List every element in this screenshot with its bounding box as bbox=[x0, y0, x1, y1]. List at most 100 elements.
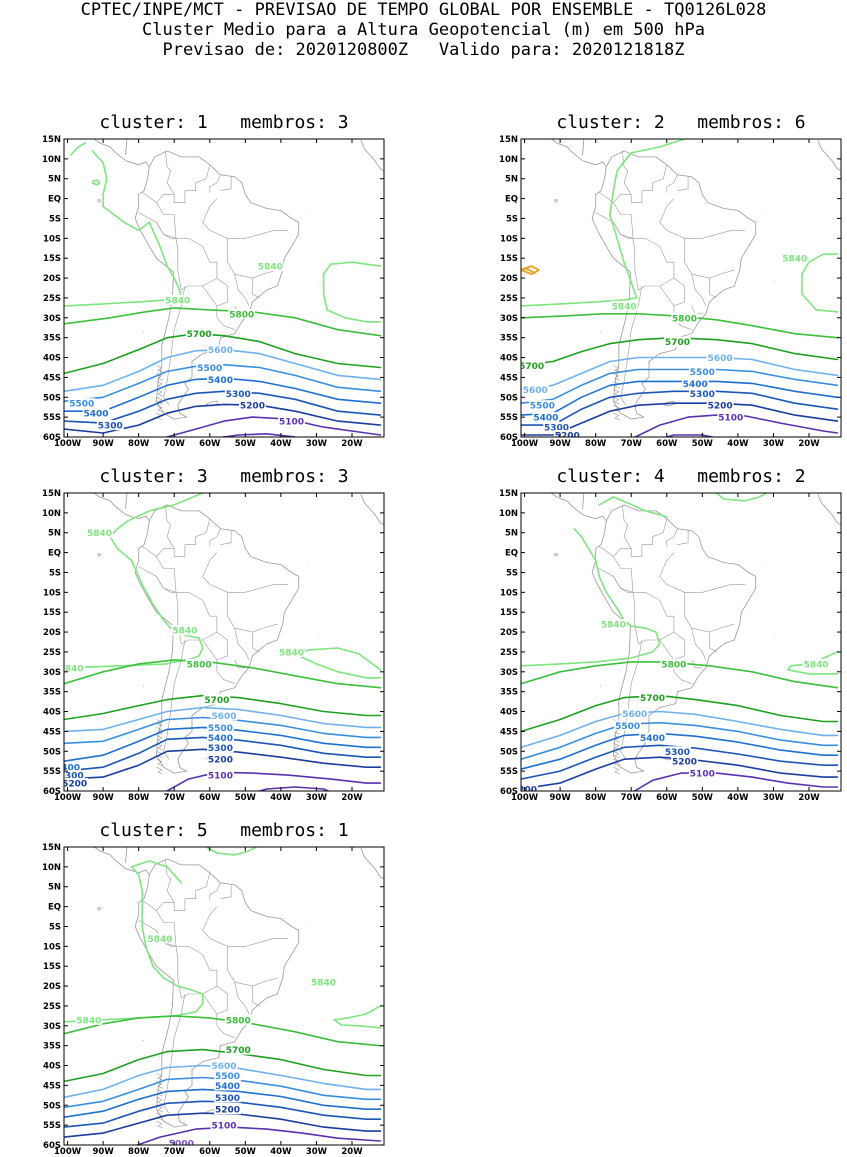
contour-label: 5200 bbox=[708, 402, 733, 412]
contour-label: 5300 bbox=[208, 744, 233, 754]
country-border bbox=[677, 530, 689, 545]
contour-line bbox=[294, 647, 382, 679]
country-border bbox=[666, 584, 745, 593]
plot-frame bbox=[520, 492, 842, 792]
contour-line bbox=[633, 772, 839, 791]
contour-line bbox=[91, 150, 151, 232]
central-america-coastline bbox=[64, 847, 150, 876]
contour-label: 5840 bbox=[601, 621, 626, 631]
lat-tick-label: EQ bbox=[48, 903, 61, 913]
contour-label: 5100 bbox=[718, 414, 743, 424]
contour-label: 5300 bbox=[690, 390, 715, 400]
country-border bbox=[599, 192, 614, 203]
contour-label-bg bbox=[64, 770, 85, 781]
contour-label-bg bbox=[239, 400, 266, 411]
contour-label: 5800 bbox=[187, 660, 212, 670]
africa-coastline bbox=[360, 494, 384, 526]
contour-label: 5400 bbox=[533, 414, 558, 424]
country-border bbox=[684, 592, 735, 633]
lat-tick-label: 40S bbox=[43, 708, 61, 718]
contour-label: 5600 bbox=[211, 712, 236, 722]
panel-title: cluster: 2 membros: 6 bbox=[556, 112, 806, 133]
contour-label: 5400 bbox=[215, 1082, 240, 1092]
fjord-coast bbox=[156, 404, 163, 413]
lon-tick-label: 90W bbox=[550, 793, 572, 803]
contour-label: 5200 bbox=[512, 786, 537, 796]
lat-tick-label: 30S bbox=[500, 314, 518, 324]
contour-label: 5500 bbox=[615, 722, 640, 732]
central-america-coastline bbox=[64, 139, 150, 168]
contour-label-bg bbox=[521, 784, 538, 791]
lat-tick-label: 5S bbox=[506, 568, 518, 578]
country-border bbox=[599, 546, 614, 557]
fjord-coast bbox=[613, 766, 620, 775]
map-layers: 5840584058005700560055005400530052005100… bbox=[512, 493, 841, 796]
contour-label-bg bbox=[196, 362, 224, 373]
contour-label-bg bbox=[278, 416, 305, 427]
country-border bbox=[138, 920, 177, 947]
lat-tick-label: 30S bbox=[43, 668, 61, 678]
country-border bbox=[184, 164, 211, 191]
lon-tick-label: 80W bbox=[128, 1147, 150, 1157]
lat-tick-label: 10S bbox=[500, 588, 518, 598]
country-border bbox=[691, 659, 703, 669]
contour-line bbox=[715, 493, 768, 502]
caribbean-coastline bbox=[582, 493, 585, 509]
lat-tick-label: 20S bbox=[500, 274, 518, 284]
country-border bbox=[156, 556, 177, 593]
island bbox=[97, 552, 102, 557]
country-border bbox=[709, 278, 717, 299]
central-america-coastline bbox=[521, 139, 607, 168]
country-border bbox=[632, 238, 675, 291]
panel-title: cluster: 1 membros: 3 bbox=[99, 112, 349, 133]
contour-label-bg bbox=[224, 1014, 252, 1025]
country-border bbox=[163, 993, 186, 1114]
contour-label-bg bbox=[781, 253, 809, 264]
island bbox=[97, 906, 102, 911]
lat-tick-label: 15S bbox=[43, 962, 61, 972]
contour-label-bg bbox=[207, 770, 234, 781]
fjord-coast bbox=[613, 751, 620, 759]
lon-tick-label: 30W bbox=[763, 439, 785, 449]
country-border bbox=[202, 906, 218, 939]
contour-label: 5300 bbox=[215, 1094, 240, 1104]
contour-line bbox=[521, 528, 661, 667]
contour-line bbox=[205, 847, 257, 856]
contour-label-bg bbox=[207, 722, 234, 733]
country-border bbox=[202, 631, 228, 661]
country-border bbox=[227, 946, 278, 987]
lat-tick-label: 10N bbox=[42, 863, 61, 873]
country-border bbox=[202, 277, 228, 307]
lon-tick-label: 20W bbox=[798, 793, 820, 803]
contour-label-bg bbox=[256, 261, 284, 272]
lat-tick-label: 10N bbox=[42, 155, 61, 165]
lat-tick-label: 50S bbox=[500, 393, 518, 403]
lat-tick-label: 45S bbox=[500, 373, 518, 383]
contour-label-bg bbox=[207, 374, 234, 385]
figure-title-line2: Cluster Medio para a Altura Geopotencial… bbox=[142, 20, 705, 40]
contour-label: 5840 bbox=[311, 979, 336, 989]
lat-tick-label: 35S bbox=[500, 334, 518, 344]
lon-tick-label: 40W bbox=[270, 439, 292, 449]
fjord-coast bbox=[156, 727, 163, 735]
country-border bbox=[252, 986, 260, 1007]
map-panel-cluster-3: cluster: 3 membros: 3 5840 5840 5840 5840 58… bbox=[0, 467, 390, 803]
contour-label-bg bbox=[75, 1014, 103, 1025]
island bbox=[554, 552, 559, 557]
contour-label: 5300 bbox=[59, 772, 84, 782]
south-america-coastline bbox=[134, 858, 300, 1128]
lat-tick-label: 15S bbox=[500, 254, 518, 264]
geopotential-map: 5840 5840 5800 5700 5700 5600 5600 5500 5500 5400… bbox=[499, 135, 842, 449]
caribbean-coastline bbox=[125, 139, 128, 155]
fjord-coast bbox=[613, 412, 620, 421]
fjord-coast bbox=[613, 389, 620, 397]
contour-label-bg bbox=[164, 294, 192, 305]
fjord-coast bbox=[156, 719, 163, 727]
contour-label-bg bbox=[688, 366, 716, 377]
lat-tick-label: 5S bbox=[506, 214, 518, 224]
contour-line bbox=[256, 786, 331, 791]
lon-tick-label: 60W bbox=[656, 439, 678, 449]
